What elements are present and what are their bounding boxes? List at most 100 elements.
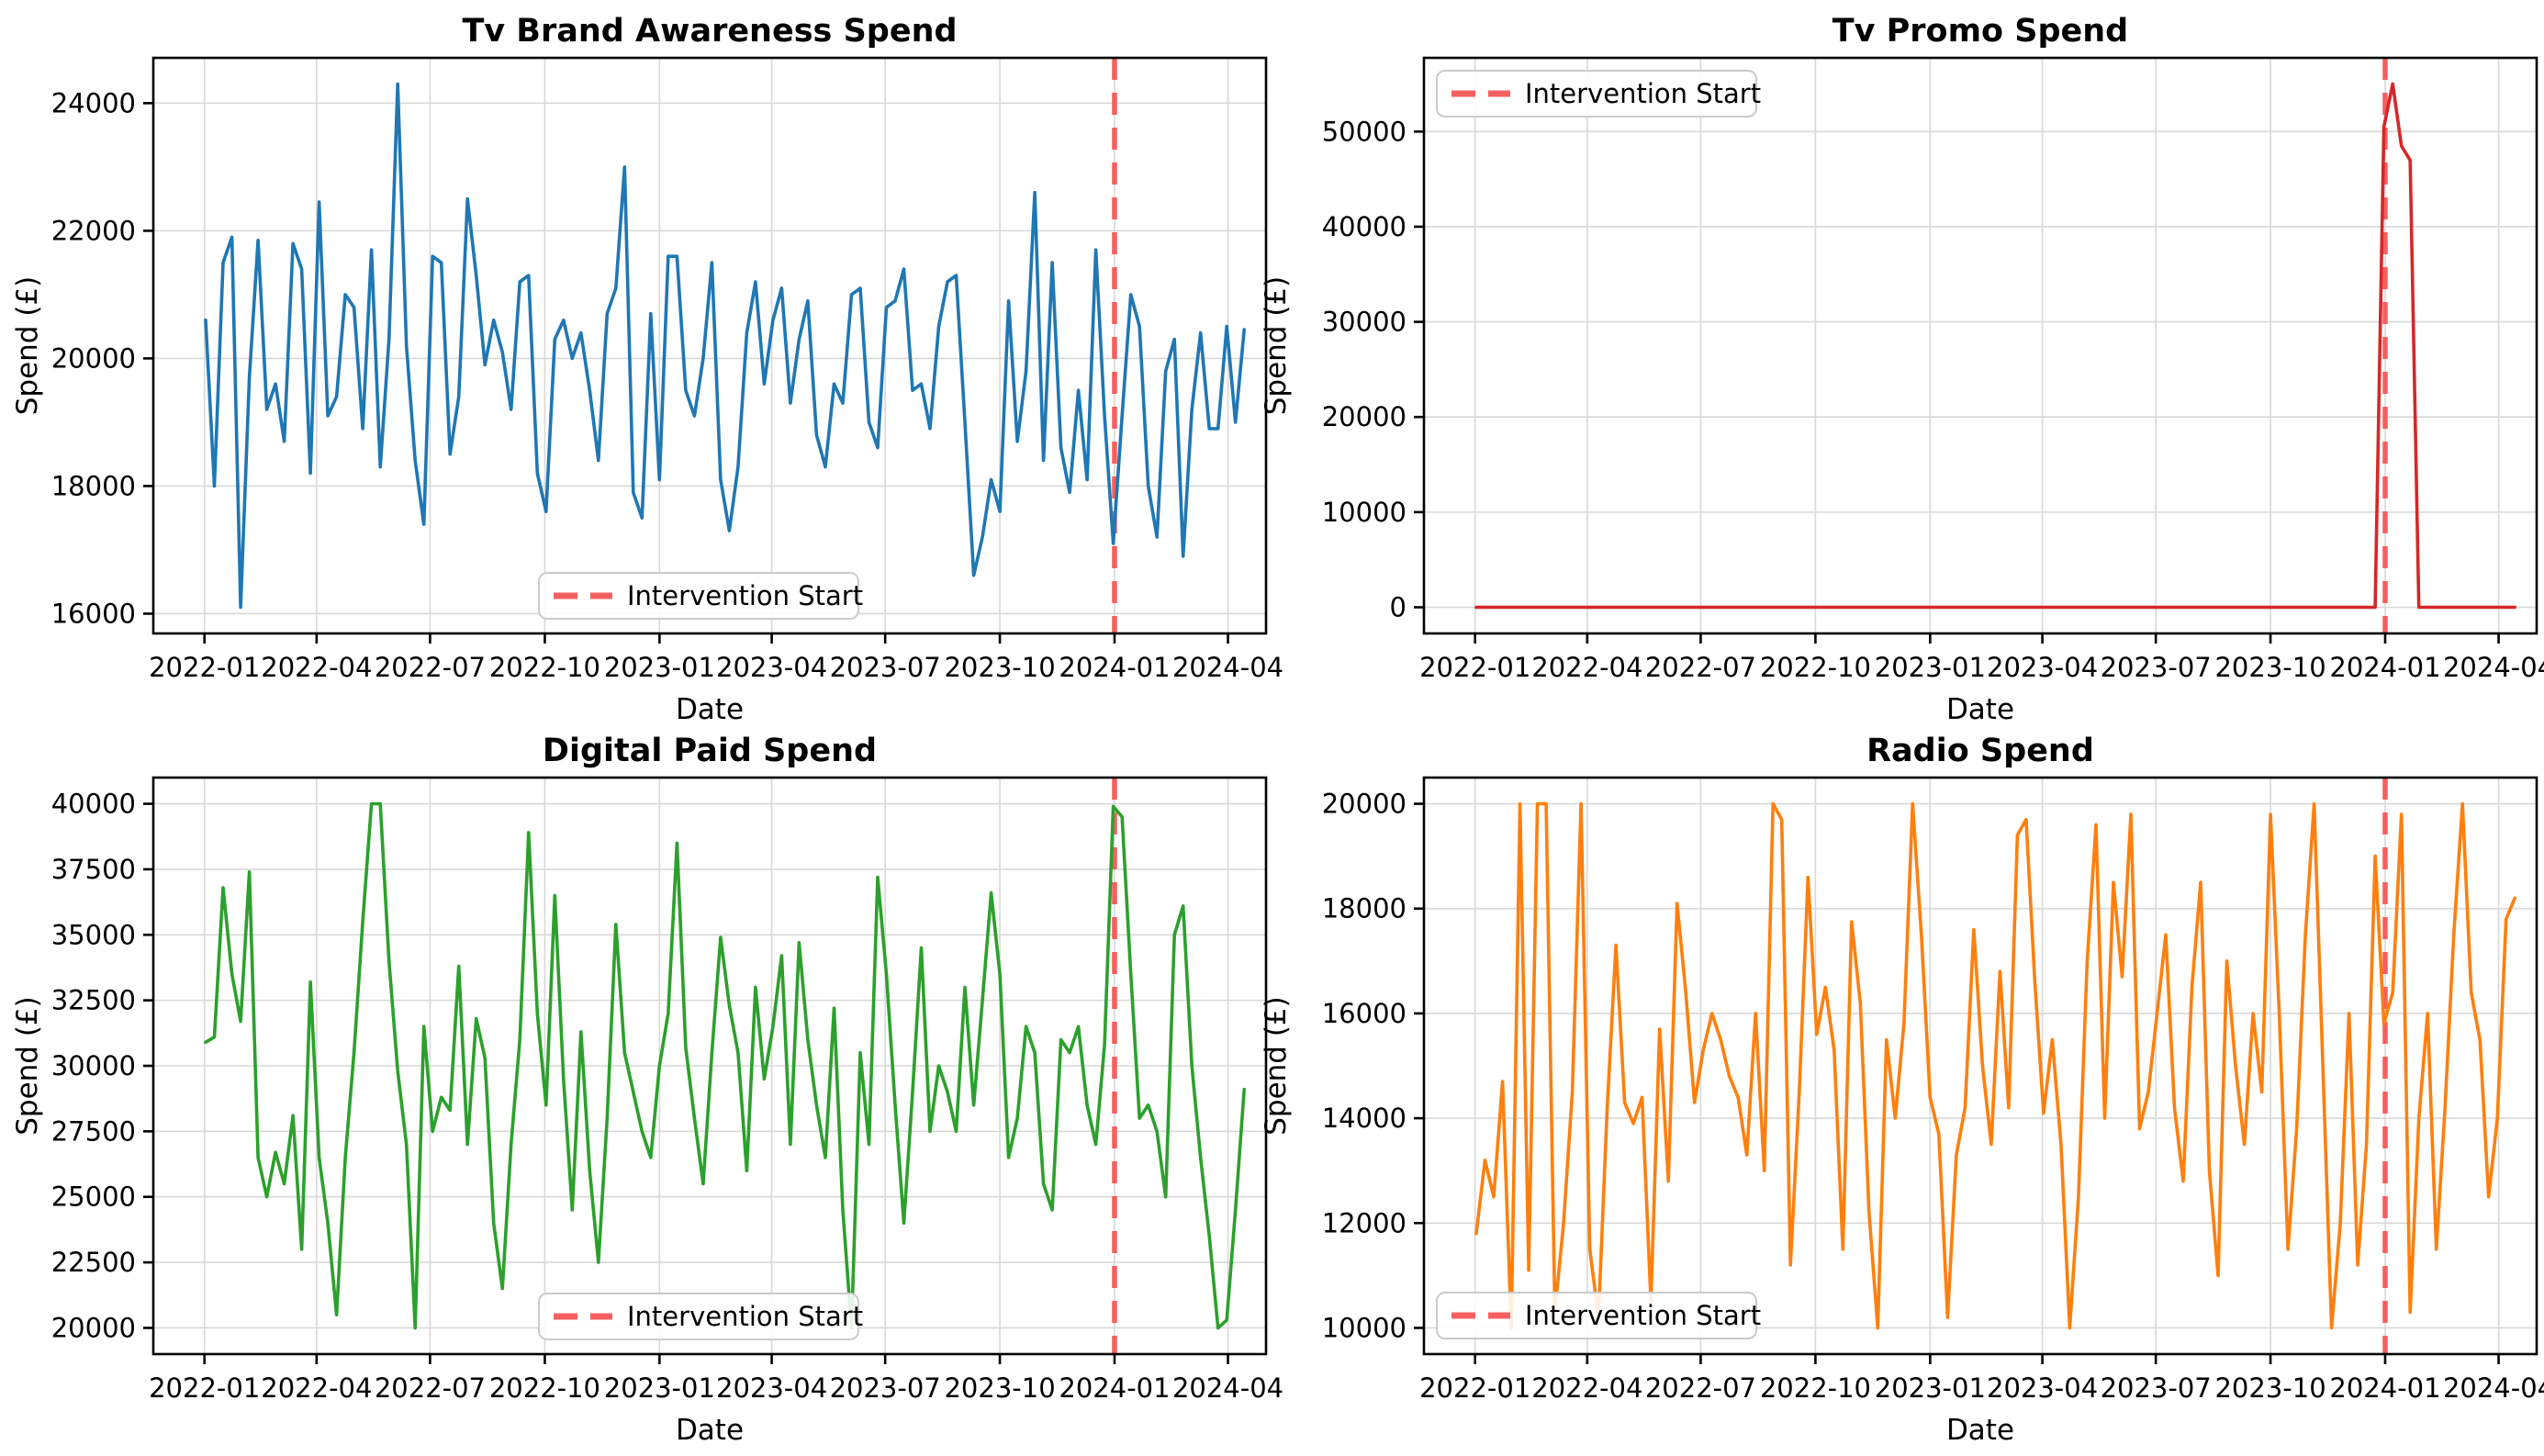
y-tick-label: 37500 [51,854,136,885]
x-tick-label: 2022-07 [375,652,486,683]
chart-radio: 2022-01 2022-04 2022-07 2022-10 2023-01 2023-… [1260,733,2544,1447]
x-tick-label: 2023-10 [2214,652,2325,683]
chart-title: Radio Spend [1866,733,2094,769]
y-axis-label: Spend (£) [1260,276,1293,416]
y-tick-label: 20000 [51,1312,136,1343]
series-line-tv-brand-awareness [204,82,1246,610]
y-tick-label: 18000 [51,470,136,501]
legend-label: Intervention Start [1525,1300,1761,1331]
chart-title: Tv Brand Awareness Spend [462,13,957,50]
x-tick-label: 2022-01 [1419,652,1530,683]
x-tick-label: 2022-10 [489,1372,600,1404]
x-tick-label: 2022-04 [1531,1372,1642,1404]
chart-tv-brand-awareness: 2022-01 2022-04 2022-07 2022-10 2023-01 2023-… [11,13,1283,726]
y-tick-label: 35000 [51,919,136,950]
x-tick-label: 2022-07 [375,1372,486,1404]
y-tick-label: 12000 [1322,1207,1406,1238]
x-tick-label: 2023-07 [2101,652,2212,683]
series-line-digital-paid [204,801,1246,1330]
x-axis-label: Date [1946,693,2014,726]
axes-box [1422,776,2538,1356]
x-tick-label: 2022-07 [1645,1372,1756,1404]
y-tick-label: 40000 [1322,211,1406,242]
y-tick-label: 10000 [1322,1312,1406,1343]
x-tick-label: 2023-01 [1875,652,1986,683]
grid [1424,778,2537,1354]
x-tick-label: 2024-04 [2443,652,2544,683]
chart-title: Tv Promo Spend [1832,13,2129,50]
legend: Intervention Start [538,1293,863,1340]
legend: Intervention Start [538,572,863,620]
x-axis-label: Date [676,693,744,726]
y-tick-label: 40000 [51,789,136,820]
x-tick-label: 2022-01 [149,652,260,683]
y-tick-label: 20000 [1322,789,1406,820]
y-tick-label: 27500 [51,1115,136,1147]
y-tick-label: 50000 [1322,116,1406,147]
y-axis-label: Spend (£) [11,996,44,1136]
x-tick-label: 2023-10 [944,652,1055,683]
y-tick-label: 0 [1390,592,1406,623]
x-tick-label: 2022-07 [1645,652,1756,683]
x-tick-label: 2024-01 [2329,652,2440,683]
axes-box [151,56,1268,635]
y-tick-label: 16000 [1322,998,1406,1029]
x-tick-label: 2023-07 [2101,1372,2212,1404]
y-tick-label: 14000 [1322,1103,1406,1134]
x-tick-label: 2023-10 [2214,1372,2325,1404]
x-tick-label: 2023-04 [1987,652,2098,683]
chart-digital-paid: 2022-01 2022-04 2022-07 2022-10 2023-01 2023-… [11,733,1283,1447]
x-tick-label: 2024-04 [1172,1372,1283,1404]
x-axis-label: Date [676,1414,744,1447]
legend-box [538,572,859,620]
grid [153,58,1266,633]
x-tick-label: 2023-01 [604,652,715,683]
y-tick-label: 22000 [51,215,136,246]
legend-label: Intervention Start [627,1301,863,1332]
grid [1424,58,2537,633]
x-tick-label: 2023-07 [830,652,941,683]
legend-label: Intervention Start [627,580,863,611]
y-tick-label: 32500 [51,985,136,1016]
x-tick-label: 2023-04 [716,1372,827,1404]
x-tick-label: 2022-04 [1531,652,1642,683]
x-tick-label: 2023-01 [1875,1372,1986,1404]
x-tick-label: 2024-04 [2443,1372,2544,1404]
x-axis-label: Date [1946,1414,2014,1447]
y-axis-label: Spend (£) [1260,996,1293,1136]
legend: Intervention Start [1436,1292,1761,1339]
x-tick-label: 2024-01 [1059,652,1170,683]
legend: Intervention Start [1436,70,1761,118]
x-tick-label: 2022-04 [261,1372,372,1404]
x-tick-label: 2023-04 [716,652,827,683]
x-tick-label: 2022-10 [489,652,600,683]
x-tick-label: 2024-01 [2329,1372,2440,1404]
x-tick-label: 2022-04 [261,652,372,683]
y-tick-label: 16000 [51,598,136,629]
x-tick-label: 2023-10 [944,1372,1055,1404]
x-tick-label: 2024-04 [1172,652,1283,683]
legend-box [1436,70,1757,118]
legend-label: Intervention Start [1525,78,1761,109]
y-tick-label: 24000 [51,87,136,118]
chart-title: Digital Paid Spend [543,733,877,769]
x-tick-label: 2023-04 [1987,1372,2098,1404]
x-tick-label: 2023-07 [830,1372,941,1404]
series-line-radio [1474,801,2516,1330]
chart-tv-promo: 2022-01 2022-04 2022-07 2022-10 2023-01 2023-… [1260,13,2544,726]
series-line-tv-promo [1474,82,2516,610]
y-tick-label: 22500 [51,1247,136,1278]
x-tick-label: 2022-01 [149,1372,260,1404]
y-tick-label: 20000 [51,342,136,374]
y-tick-label: 10000 [1322,497,1406,528]
x-tick-label: 2022-10 [1760,1372,1871,1404]
x-tick-label: 2023-01 [604,1372,715,1404]
x-tick-label: 2024-01 [1059,1372,1170,1404]
x-tick-label: 2022-01 [1419,1372,1530,1404]
legend-box [538,1293,859,1340]
y-tick-label: 20000 [1322,401,1406,432]
axes-box [1422,56,2538,635]
x-tick-label: 2022-10 [1760,652,1871,683]
